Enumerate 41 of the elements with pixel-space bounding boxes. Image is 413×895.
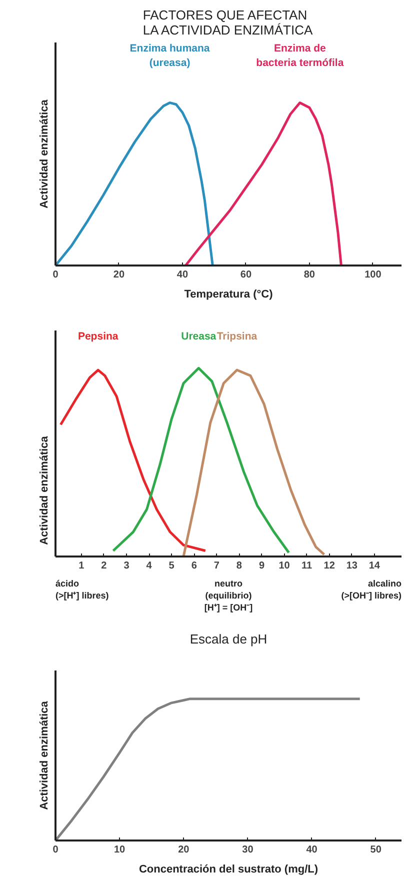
x-tick-label: 2	[101, 560, 108, 572]
x-tick-label: 7	[214, 560, 220, 572]
x-tick-label: 80	[304, 270, 316, 280]
text: neutro (equilibrio) [H⁺] = [OH⁻]	[204, 578, 253, 612]
y-axis-title: Actividad enzimática	[38, 700, 50, 810]
text: Tripsina	[216, 330, 258, 342]
x-tick-label: 100	[364, 270, 382, 280]
text: Enzima humana (ureasa)	[130, 42, 210, 69]
x-tick-label: 20	[113, 270, 125, 280]
x-tick-label: 50	[370, 844, 382, 856]
y-axis-title: Actividad enzimática	[38, 435, 50, 545]
x-tick-label: 12	[324, 560, 336, 572]
x-tick-label: 13	[346, 560, 358, 572]
x-tick-label: 0	[52, 844, 59, 856]
x-tick-label: 0	[52, 270, 59, 280]
x-tick-label: 6	[191, 560, 198, 572]
x-tick-label: 20	[178, 844, 190, 856]
x-tick-label: 10	[278, 560, 290, 572]
x-tick-label: 60	[240, 270, 252, 280]
x-tick-label: 8	[236, 560, 242, 572]
x-tick-label: 4	[146, 560, 152, 572]
x-tick-label: 1	[78, 560, 85, 572]
x-tick-label: 30	[242, 844, 254, 856]
text: Enzima de bacteria termófila	[256, 42, 344, 69]
text: Ureasa	[181, 330, 216, 342]
text: alcalino (>[OH⁻] libres)	[341, 578, 402, 600]
x-tick-label: 10	[114, 844, 126, 856]
x-tick-label: 14	[368, 560, 380, 572]
x-tick-label: 40	[306, 844, 318, 856]
text: ácido (>[H⁺] libres)	[56, 578, 109, 600]
x-axis-title: Concentración del sustrato (mg/L)	[138, 864, 318, 876]
text: Pepsina	[78, 330, 118, 342]
chart-title: FACTORES QUE AFECTAN LA ACTIVIDAD ENZIMÁTICA	[142, 8, 313, 38]
x-tick-label: 5	[168, 560, 175, 572]
x-tick-label: 40	[176, 270, 188, 280]
x-tick-label: 9	[258, 560, 265, 572]
x-axis-title: Escala de pH	[190, 632, 268, 646]
x-axis-title: Temperatura (°C)	[184, 288, 274, 300]
y-axis-title: Actividad enzimática	[38, 98, 50, 208]
x-tick-label: 11	[302, 560, 313, 572]
x-tick-label: 3	[124, 560, 130, 572]
